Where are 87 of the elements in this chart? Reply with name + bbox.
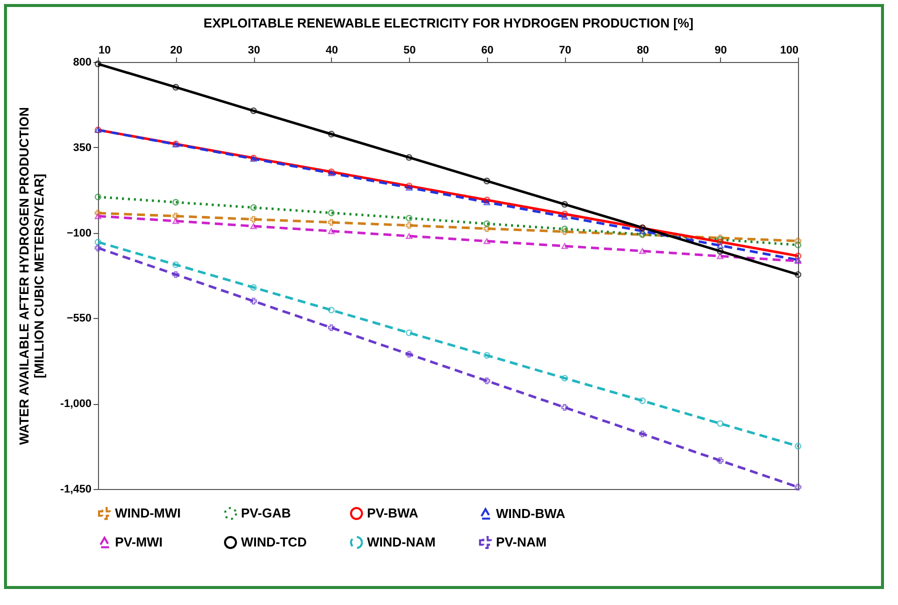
legend-label: PV-NAM bbox=[496, 534, 547, 550]
point bbox=[794, 238, 802, 244]
point bbox=[794, 442, 802, 450]
point bbox=[716, 253, 724, 260]
point bbox=[94, 60, 102, 68]
point bbox=[406, 329, 412, 336]
y-tick-label: -1,450 bbox=[60, 484, 92, 496]
point bbox=[250, 204, 257, 211]
point bbox=[561, 201, 568, 208]
point bbox=[561, 374, 568, 382]
point bbox=[716, 248, 724, 255]
point bbox=[484, 178, 490, 184]
point bbox=[250, 284, 257, 291]
point bbox=[94, 210, 102, 216]
x-tick-label: 90 bbox=[714, 44, 727, 56]
point bbox=[484, 352, 490, 359]
point bbox=[561, 243, 568, 250]
point bbox=[250, 298, 257, 304]
point bbox=[94, 244, 102, 252]
point bbox=[328, 228, 335, 234]
x-tick-label: 100 bbox=[780, 44, 798, 56]
point bbox=[561, 214, 568, 220]
y-tick-label: −100 bbox=[66, 227, 92, 240]
legend-label: PV-BWA bbox=[367, 506, 419, 521]
y-tick-label: 800 bbox=[73, 56, 92, 68]
point bbox=[716, 238, 724, 246]
point bbox=[172, 271, 180, 278]
legend-label: PV-GAB bbox=[241, 506, 291, 521]
point bbox=[172, 84, 180, 91]
x-tick-label: 40 bbox=[326, 44, 338, 56]
y-axis-title: WATER AVAILABLE AFTER HYDROGEN PRODUCTION [MILLION CUBIC METERS/YEAR] bbox=[16, 107, 46, 445]
x-tick-label: 10 bbox=[98, 44, 111, 56]
point bbox=[94, 238, 102, 246]
x-tick-label: 80 bbox=[636, 44, 650, 56]
x-tick-label: 60 bbox=[481, 44, 494, 56]
point bbox=[406, 154, 412, 161]
point bbox=[716, 242, 724, 248]
x-tick-label: 70 bbox=[559, 44, 572, 56]
point bbox=[172, 261, 180, 268]
point bbox=[406, 222, 412, 229]
point bbox=[484, 220, 490, 228]
point bbox=[484, 225, 490, 232]
legend-label: WIND-TCD bbox=[241, 534, 307, 550]
point bbox=[406, 214, 412, 222]
legend-label: PV-MWI bbox=[115, 534, 163, 550]
point bbox=[406, 233, 412, 239]
point bbox=[172, 198, 180, 206]
point bbox=[794, 252, 802, 260]
point bbox=[639, 248, 646, 254]
point bbox=[639, 228, 646, 234]
y-tick-label: −550 bbox=[66, 312, 92, 325]
point bbox=[561, 404, 568, 411]
legend-label: WIND-BWA bbox=[496, 506, 566, 521]
point bbox=[94, 194, 102, 200]
point bbox=[639, 397, 646, 404]
point bbox=[561, 226, 568, 232]
point bbox=[328, 210, 335, 216]
y-tick-label: 350 bbox=[73, 142, 92, 154]
point bbox=[328, 306, 335, 314]
legend-label: WIND-NAM bbox=[367, 534, 436, 550]
point bbox=[172, 212, 180, 220]
point bbox=[250, 223, 257, 230]
point bbox=[716, 420, 724, 427]
point bbox=[94, 213, 102, 220]
point bbox=[172, 218, 180, 224]
point bbox=[328, 130, 335, 138]
x-axis-title: EXPLOITABLE RENEWABLE ELECTRICITY FOR HYDROGEN PRODUCTION [%] bbox=[204, 16, 694, 30]
point bbox=[484, 238, 490, 244]
x-tick-label: 30 bbox=[248, 44, 260, 56]
point bbox=[794, 242, 802, 248]
point bbox=[250, 107, 257, 114]
point bbox=[484, 199, 490, 206]
point bbox=[328, 219, 335, 226]
point bbox=[794, 271, 802, 278]
point bbox=[561, 228, 568, 235]
point bbox=[716, 457, 724, 464]
point bbox=[561, 210, 568, 218]
legend-label: WIND-MWI bbox=[115, 506, 181, 521]
point bbox=[794, 484, 802, 490]
point bbox=[639, 430, 646, 438]
point bbox=[328, 324, 335, 332]
point bbox=[250, 216, 257, 223]
y-tick-label: -1,000 bbox=[60, 398, 92, 410]
point bbox=[406, 350, 412, 358]
point bbox=[484, 377, 490, 384]
x-tick-label: 50 bbox=[403, 44, 416, 56]
x-tick-label: 20 bbox=[170, 44, 182, 56]
